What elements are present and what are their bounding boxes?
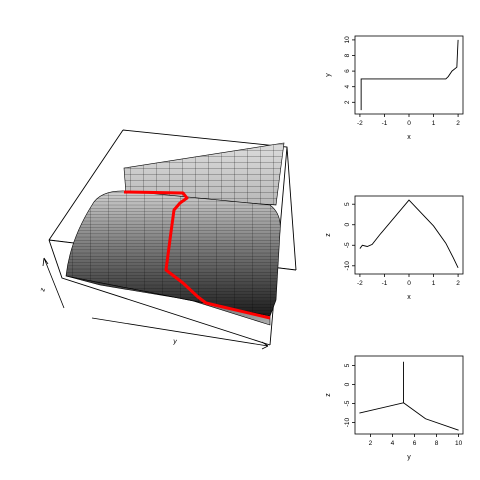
x-tick-label: 2 — [456, 120, 460, 127]
x-tick-label: 1 — [432, 280, 436, 287]
y-tick-label: -10 — [344, 261, 351, 271]
y-tick-label: 0 — [344, 382, 351, 386]
y-axis-title: y — [325, 73, 332, 77]
y-axis-title: z — [325, 233, 332, 237]
panel-frame — [354, 355, 464, 435]
series-line — [359, 199, 459, 269]
y-axis-label: y — [173, 338, 178, 346]
y-tick-label: 8 — [344, 53, 351, 57]
x-tick-label: -2 — [357, 280, 363, 287]
y-axis-title: z — [325, 393, 332, 397]
x-tick-label: -2 — [357, 120, 363, 127]
y-tick-label: -5 — [344, 400, 351, 406]
series-line — [360, 39, 459, 111]
y-tick-label: 6 — [344, 69, 351, 73]
x-axis-title: x — [407, 134, 411, 141]
x-axis-title: x — [407, 294, 411, 301]
z-axis-arrow — [42, 257, 65, 309]
perspective-plot: z y — [39, 129, 297, 350]
series-line — [359, 361, 459, 431]
y-tick-label: 2 — [344, 100, 351, 104]
panel-frame — [354, 195, 464, 275]
x-tick-label: -1 — [382, 120, 388, 127]
x-tick-label: -1 — [382, 280, 388, 287]
x-tick-label: 0 — [407, 280, 411, 287]
x-tick-label: 8 — [435, 440, 439, 447]
x-tick-label: 0 — [407, 120, 411, 127]
x-axis-title: y — [407, 454, 411, 461]
y-tick-label: 5 — [344, 202, 351, 206]
x-tick-label: 10 — [455, 440, 463, 447]
y-tick-label: 4 — [344, 85, 351, 89]
y-tick-label: 5 — [344, 363, 351, 367]
x-tick-label: 2 — [456, 280, 460, 287]
panel-frame — [354, 35, 464, 115]
y-tick-label: 10 — [344, 36, 351, 44]
z-axis-label: z — [39, 287, 47, 293]
panel-xy: -2 -1 0 1 2 2 4 6 8 10 x y — [325, 35, 464, 141]
y-axis-arrow — [91, 317, 269, 350]
y-tick-label: 0 — [344, 223, 351, 227]
y-tick-label: -5 — [344, 242, 351, 248]
path-trace — [123, 190, 271, 320]
panel-yz: 2 4 6 8 10 -10 -5 0 5 y z — [325, 355, 464, 461]
x-tick-label: 1 — [432, 120, 436, 127]
x-tick-label: 4 — [391, 440, 395, 447]
y-tick-label: -10 — [344, 418, 351, 428]
x-tick-label: 6 — [413, 440, 417, 447]
x-tick-label: 2 — [369, 440, 373, 447]
